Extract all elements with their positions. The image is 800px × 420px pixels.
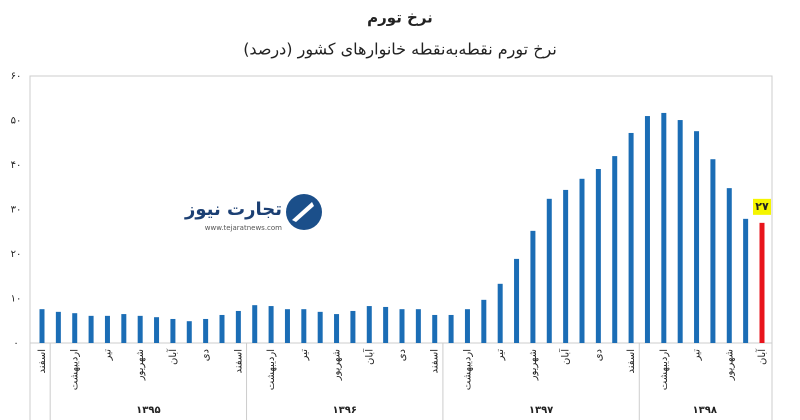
bar xyxy=(154,317,160,343)
bar xyxy=(39,309,45,343)
x-tick-label: آبان xyxy=(755,348,768,365)
year-label: ۱۳۹۷ xyxy=(529,405,553,416)
bar xyxy=(383,306,389,343)
chart-title: نرخ تورم xyxy=(367,9,433,27)
bar xyxy=(694,131,700,343)
x-tick-label: تیر xyxy=(692,349,703,362)
bar xyxy=(726,188,732,343)
x-tick-label: دی xyxy=(593,349,604,361)
chart-subtitle: نرخ تورم نقطه‌به‌نقطه خانوارهای کشور (در… xyxy=(243,40,557,60)
bar xyxy=(235,310,241,343)
bar xyxy=(530,230,536,343)
bar xyxy=(399,309,405,343)
x-tick-label: اسفند xyxy=(37,349,48,373)
bar xyxy=(317,311,323,343)
y-tick-label: ۱۰ xyxy=(11,294,22,305)
bar xyxy=(121,314,127,343)
x-tick-label: آبان xyxy=(559,348,572,365)
x-tick-label: اسفند xyxy=(233,349,244,373)
bar xyxy=(481,299,487,343)
bar xyxy=(579,178,585,343)
bar xyxy=(497,283,503,343)
bar xyxy=(546,198,552,343)
x-tick-label: شهریور xyxy=(528,349,539,381)
bar xyxy=(595,169,601,343)
value-label: ۲۷ xyxy=(755,200,769,213)
bar xyxy=(219,314,225,343)
y-tick-label: ۴۰ xyxy=(11,160,22,171)
bar xyxy=(170,318,176,343)
year-label: ۱۳۹۵ xyxy=(136,405,160,416)
x-tick-label: دی xyxy=(397,349,408,361)
bar xyxy=(301,309,307,343)
bar xyxy=(464,309,470,343)
x-tick-label: آبان xyxy=(362,348,375,365)
bar xyxy=(612,156,618,343)
x-tick-label: اسفند xyxy=(430,349,441,373)
x-tick-label: تیر xyxy=(299,349,310,362)
x-tick-label: شهریور xyxy=(724,349,735,381)
y-tick-label: ۲۰ xyxy=(11,249,22,260)
bar xyxy=(661,112,667,343)
watermark-url: www.tejaratnews.com xyxy=(205,224,282,232)
bar xyxy=(514,258,520,343)
value-label-bg xyxy=(753,198,771,215)
watermark: تجارت نیوز www.tejaratnews.com xyxy=(184,194,322,232)
x-tick-label: تیر xyxy=(495,349,506,362)
bar xyxy=(268,306,274,343)
bar xyxy=(415,309,421,343)
bar xyxy=(203,318,209,343)
year-label: ۱۳۹۸ xyxy=(693,405,717,416)
x-tick-label: اردیبهشت xyxy=(266,349,277,390)
x-tick-label: شهریور xyxy=(135,349,146,381)
x-tick-label: تیر xyxy=(102,349,113,362)
x-tick-label: آبان xyxy=(166,348,179,365)
watermark-name: تجارت نیوز xyxy=(184,199,282,220)
bar xyxy=(432,314,438,343)
x-tick-label: دی xyxy=(201,349,212,361)
x-tick-label: اردیبهشت xyxy=(462,349,473,390)
year-label: ۱۳۹۶ xyxy=(333,405,357,416)
x-tick-label: اسفند xyxy=(626,349,637,373)
bar xyxy=(628,132,634,343)
bar xyxy=(88,315,94,343)
bar xyxy=(759,222,765,343)
bar xyxy=(186,321,192,343)
bar xyxy=(644,116,650,343)
y-tick-label: ۳۰ xyxy=(11,205,22,216)
x-tick-label: شهریور xyxy=(332,349,343,381)
bar xyxy=(137,315,143,343)
y-tick-label: ۵۰ xyxy=(11,116,22,127)
y-tick-label: ۶۰ xyxy=(11,71,22,82)
bar xyxy=(677,120,683,344)
bar xyxy=(563,189,569,343)
plot-frame xyxy=(29,75,773,344)
x-tick-label: اردیبهشت xyxy=(659,349,670,390)
y-tick-label: ۰ xyxy=(13,338,18,349)
bar xyxy=(710,159,716,343)
x-tick-label: اردیبهشت xyxy=(70,349,81,390)
bar xyxy=(743,218,749,343)
bar xyxy=(72,313,78,343)
bar xyxy=(350,310,356,343)
logo-stripe xyxy=(292,202,314,222)
bar xyxy=(334,314,340,343)
bar xyxy=(104,315,110,343)
bar xyxy=(284,309,290,343)
bar xyxy=(448,314,454,343)
bar xyxy=(252,305,258,343)
bar xyxy=(366,306,372,343)
bar xyxy=(55,311,61,343)
